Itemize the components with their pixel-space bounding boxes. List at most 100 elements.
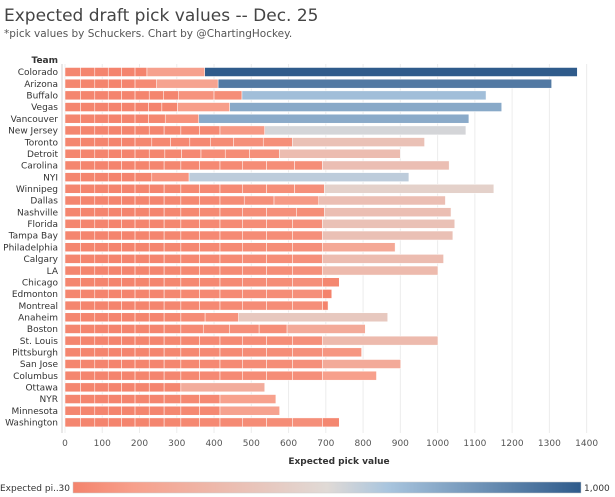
bar-segment[interactable] bbox=[219, 300, 243, 311]
bar-segment[interactable] bbox=[121, 160, 136, 171]
bar-segment[interactable] bbox=[94, 335, 109, 346]
bar-segment[interactable] bbox=[80, 242, 96, 252]
bar-segment[interactable] bbox=[80, 102, 96, 112]
bar-segment[interactable] bbox=[219, 219, 243, 229]
bar-segment[interactable] bbox=[199, 394, 221, 404]
bar-segment[interactable] bbox=[64, 359, 81, 369]
bar-segment[interactable] bbox=[80, 312, 96, 323]
bar-segment[interactable] bbox=[199, 125, 221, 136]
bar-segment[interactable] bbox=[107, 67, 122, 77]
bar-segment[interactable] bbox=[202, 324, 230, 334]
bar-segment[interactable] bbox=[199, 219, 221, 229]
bar-segment[interactable] bbox=[273, 195, 319, 206]
bar-segment[interactable] bbox=[164, 113, 200, 124]
bar-segment[interactable] bbox=[134, 370, 150, 381]
bar-segment[interactable] bbox=[219, 370, 243, 381]
bar-segment[interactable] bbox=[80, 219, 96, 229]
bar-segment[interactable] bbox=[163, 405, 182, 416]
bar-segment[interactable] bbox=[199, 184, 221, 194]
bar-segment[interactable] bbox=[134, 405, 150, 416]
bar-segment[interactable] bbox=[107, 90, 122, 101]
bar-segment[interactable] bbox=[148, 219, 165, 229]
bar-segment[interactable] bbox=[322, 335, 439, 346]
bar-segment[interactable] bbox=[292, 417, 323, 428]
bar-segment[interactable] bbox=[80, 137, 96, 147]
bar-segment[interactable] bbox=[294, 184, 325, 194]
bar-segment[interactable] bbox=[180, 207, 200, 217]
bar-segment[interactable] bbox=[243, 195, 275, 206]
bar-segment[interactable] bbox=[80, 207, 96, 217]
bar-segment[interactable] bbox=[219, 184, 243, 194]
bar-segment[interactable] bbox=[134, 172, 153, 182]
bar-segment[interactable] bbox=[163, 265, 182, 276]
bar-segment[interactable] bbox=[107, 125, 122, 136]
bar-segment[interactable] bbox=[121, 300, 136, 311]
bar-segment[interactable] bbox=[148, 102, 163, 112]
bar-segment[interactable] bbox=[64, 347, 81, 358]
bar-segment[interactable] bbox=[107, 370, 122, 381]
bar-segment[interactable] bbox=[94, 324, 109, 334]
bar-segment[interactable] bbox=[94, 254, 109, 264]
bar-segment[interactable] bbox=[107, 149, 122, 159]
bar-segment[interactable] bbox=[164, 149, 182, 159]
bar-segment[interactable] bbox=[180, 254, 200, 264]
bar-segment[interactable] bbox=[163, 195, 182, 206]
bar-segment[interactable] bbox=[219, 335, 243, 346]
bar-segment[interactable] bbox=[148, 382, 165, 393]
bar-segment[interactable] bbox=[148, 207, 165, 217]
bar-segment[interactable] bbox=[266, 300, 293, 311]
bar-segment[interactable] bbox=[107, 137, 122, 147]
bar-segment[interactable] bbox=[286, 324, 366, 334]
bar-segment[interactable] bbox=[94, 149, 109, 159]
bar-segment[interactable] bbox=[80, 78, 96, 89]
bar-segment[interactable] bbox=[94, 195, 109, 206]
bar-segment[interactable] bbox=[296, 207, 325, 217]
bar-segment[interactable] bbox=[121, 149, 136, 159]
bar-segment[interactable] bbox=[163, 382, 182, 393]
bar-segment[interactable] bbox=[163, 312, 182, 323]
bar-segment[interactable] bbox=[294, 160, 323, 171]
bar-segment[interactable] bbox=[318, 195, 446, 206]
bar-segment[interactable] bbox=[80, 382, 96, 393]
bar-segment[interactable] bbox=[242, 160, 267, 171]
bar-segment[interactable] bbox=[180, 312, 206, 323]
bar-segment[interactable] bbox=[107, 207, 122, 217]
bar-segment[interactable] bbox=[163, 347, 182, 358]
bar-segment[interactable] bbox=[249, 149, 280, 159]
bar-segment[interactable] bbox=[134, 67, 148, 77]
bar-segment[interactable] bbox=[80, 125, 96, 136]
bar-segment[interactable] bbox=[148, 277, 165, 287]
bar-segment[interactable] bbox=[266, 359, 293, 369]
bar-segment[interactable] bbox=[198, 113, 470, 124]
bar-segment[interactable] bbox=[213, 90, 243, 101]
bar-segment[interactable] bbox=[121, 90, 136, 101]
bar-segment[interactable] bbox=[322, 160, 450, 171]
bar-segment[interactable] bbox=[219, 359, 243, 369]
bar-segment[interactable] bbox=[229, 102, 502, 112]
bar-segment[interactable] bbox=[94, 289, 109, 299]
bar-segment[interactable] bbox=[151, 137, 171, 147]
bar-segment[interactable] bbox=[64, 125, 81, 136]
bar-segment[interactable] bbox=[292, 347, 323, 358]
bar-segment[interactable] bbox=[64, 78, 81, 89]
bar-segment[interactable] bbox=[64, 289, 81, 299]
bar-segment[interactable] bbox=[80, 67, 96, 77]
bar-segment[interactable] bbox=[80, 405, 96, 416]
bar-segment[interactable] bbox=[180, 324, 204, 334]
bar-segment[interactable] bbox=[180, 335, 200, 346]
bar-segment[interactable] bbox=[266, 219, 293, 229]
bar-segment[interactable] bbox=[80, 230, 96, 241]
bar-segment[interactable] bbox=[199, 417, 221, 428]
bar-segment[interactable] bbox=[80, 324, 96, 334]
bar-segment[interactable] bbox=[107, 78, 122, 89]
bar-segment[interactable] bbox=[292, 370, 323, 381]
bar-segment[interactable] bbox=[64, 417, 81, 428]
bar-segment[interactable] bbox=[94, 207, 109, 217]
bar-segment[interactable] bbox=[94, 137, 109, 147]
bar-segment[interactable] bbox=[64, 113, 81, 124]
bar-segment[interactable] bbox=[80, 417, 96, 428]
bar-segment[interactable] bbox=[233, 137, 264, 147]
bar-segment[interactable] bbox=[163, 300, 182, 311]
bar-segment[interactable] bbox=[180, 382, 265, 393]
bar-segment[interactable] bbox=[64, 312, 81, 323]
